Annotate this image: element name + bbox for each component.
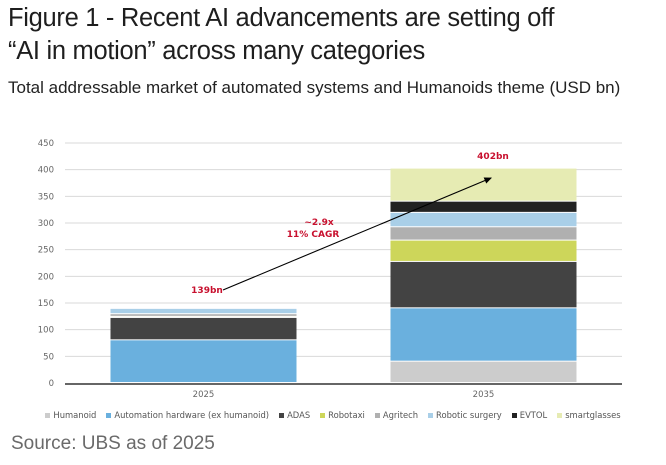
title-line-2: “AI in motion” across many categories xyxy=(8,37,425,65)
title-line-1: Figure 1 - Recent AI advancements are se… xyxy=(8,4,555,32)
legend-item: Robotic surgery xyxy=(428,410,502,420)
legend-swatch xyxy=(106,412,112,418)
source-note: Source: UBS as of 2025 xyxy=(11,433,215,454)
y-tick-label: 350 xyxy=(38,192,54,202)
growth-arrow xyxy=(222,177,493,291)
y-tick-label: 50 xyxy=(43,352,54,362)
legend-swatch xyxy=(557,412,563,418)
legend-swatch xyxy=(374,412,380,418)
bar-segment-agritech-2035 xyxy=(390,227,577,240)
y-tick-label: 0 xyxy=(49,379,54,389)
bar-segment-robotic-surgery-2025 xyxy=(110,308,297,314)
bar-segment-adas-2025 xyxy=(110,317,297,340)
chart-subtitle: Total addressable market of automated sy… xyxy=(8,78,621,97)
stacked-bar-chart: 0 50 100 150 200 250 300 350 400 450 2025 2035 139… xyxy=(38,139,622,400)
annotation-growth-multiple: ~2.9x xyxy=(304,218,333,228)
bar-segment-robotaxi-2035 xyxy=(390,240,577,261)
chart-legend: Humanoid Automation hardware (ex humanoid… xyxy=(0,410,666,420)
legend-label: Robotaxi xyxy=(328,410,365,420)
y-tick-label: 450 xyxy=(38,139,54,149)
bar-segment-automation-hardware-ex-humanoid-2035 xyxy=(390,308,577,361)
legend-label: ADAS xyxy=(287,410,311,420)
legend-swatch xyxy=(428,412,434,418)
figure-title: Figure 1 - Recent AI advancements are se… xyxy=(8,2,554,68)
legend-swatch xyxy=(45,412,51,418)
legend-label: Humanoid xyxy=(53,410,97,420)
annotation-cagr: 11% CAGR xyxy=(287,230,340,240)
y-tick-label: 250 xyxy=(38,246,54,256)
annotation-2035-total: 402bn xyxy=(477,152,509,162)
y-tick-label: 400 xyxy=(38,166,54,176)
legend-item: Automation hardware (ex humanoid) xyxy=(106,410,269,420)
y-tick-label: 200 xyxy=(38,272,54,282)
legend-item: Agritech xyxy=(374,410,419,420)
legend-label: Agritech xyxy=(382,410,419,420)
legend-swatch xyxy=(511,412,517,418)
legend-item: EVTOL xyxy=(511,410,548,420)
x-tick-label: 2035 xyxy=(473,390,495,400)
legend-item: Robotaxi xyxy=(320,410,365,420)
legend-swatch xyxy=(320,412,326,418)
legend-label: Robotic surgery xyxy=(436,410,502,420)
legend-label: smartglasses xyxy=(565,410,621,420)
bar-segment-smartglasses-2035 xyxy=(390,168,577,201)
bar-segment-agritech-2025 xyxy=(110,314,297,316)
bar-segment-automation-hardware-ex-humanoid-2025 xyxy=(110,340,297,382)
legend-label: EVTOL xyxy=(519,410,548,420)
bar-segment-adas-2035 xyxy=(390,261,577,308)
legend-item: ADAS xyxy=(279,410,310,420)
y-tick-label: 100 xyxy=(38,326,54,336)
x-tick-label: 2025 xyxy=(193,390,215,400)
bar-segment-robotic-surgery-2035 xyxy=(390,212,577,227)
annotation-2025-total: 139bn xyxy=(191,286,223,296)
legend-swatch xyxy=(279,412,285,418)
bar-segment-humanoid-2035 xyxy=(390,361,577,382)
bar-segment-evtol-2035 xyxy=(390,201,577,212)
y-tick-label: 150 xyxy=(38,299,54,309)
legend-label: Automation hardware (ex humanoid) xyxy=(114,410,270,420)
y-tick-label: 300 xyxy=(38,219,54,229)
legend-item: smartglasses xyxy=(557,410,621,420)
legend-item: Humanoid xyxy=(45,410,96,420)
